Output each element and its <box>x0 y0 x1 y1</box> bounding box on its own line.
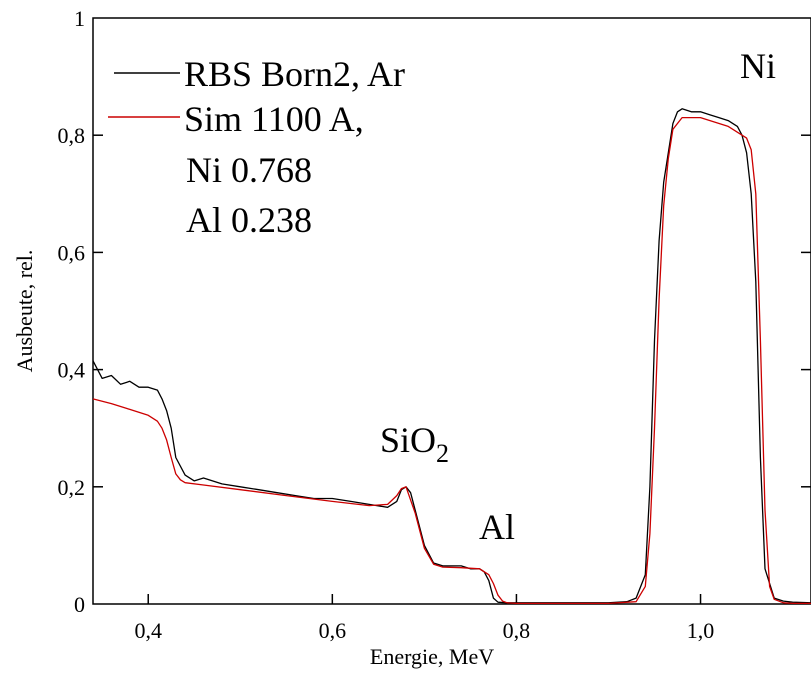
legend-label-sim: Sim 1100 A, <box>184 99 364 139</box>
y-tick-label-4: 0,8 <box>58 123 86 148</box>
y-tick-label-0: 0 <box>74 592 85 617</box>
series-layer <box>92 108 811 605</box>
plot-frame <box>92 17 811 605</box>
legend-label-rbs: RBS Born2, Ar <box>184 54 405 94</box>
annotation-sio2-base: SiO <box>380 420 436 460</box>
x-tick-label-0: 0,4 <box>134 618 162 643</box>
y-tick-label-2: 0,4 <box>58 358 86 383</box>
annotation-ni: Ni <box>740 46 776 86</box>
y-tick-label-5: 1 <box>74 6 85 31</box>
legend-line-ni: Ni 0.768 <box>186 150 312 190</box>
annotation-sio2: SiO2 <box>380 420 449 468</box>
series-line-sim <box>92 116 811 605</box>
axis-ticks <box>93 134 811 604</box>
x-tick-label-1: 0,6 <box>319 618 347 643</box>
y-tick-label-1: 0,2 <box>58 475 86 500</box>
axis-tick-labels: 0,4 0,6 0,8 1,0 0 0,2 0,4 0,6 0,8 1 <box>58 6 715 643</box>
x-axis-title: Energie, MeV <box>370 644 494 669</box>
peak-annotations: Ni SiO2 Al <box>380 46 776 547</box>
x-tick-label-2: 0,8 <box>503 618 531 643</box>
legend: RBS Born2, Ar Sim 1100 A, Ni 0.768 Al 0.… <box>108 54 405 240</box>
x-tick-label-3: 1,0 <box>687 618 715 643</box>
annotation-al: Al <box>479 507 515 547</box>
y-axis-title: Ausbeute, rel. <box>12 250 37 373</box>
annotation-sio2-sub: 2 <box>436 439 449 468</box>
series-line-rbs <box>92 108 811 604</box>
y-tick-label-3: 0,6 <box>58 240 86 265</box>
legend-line-al: Al 0.238 <box>186 200 312 240</box>
